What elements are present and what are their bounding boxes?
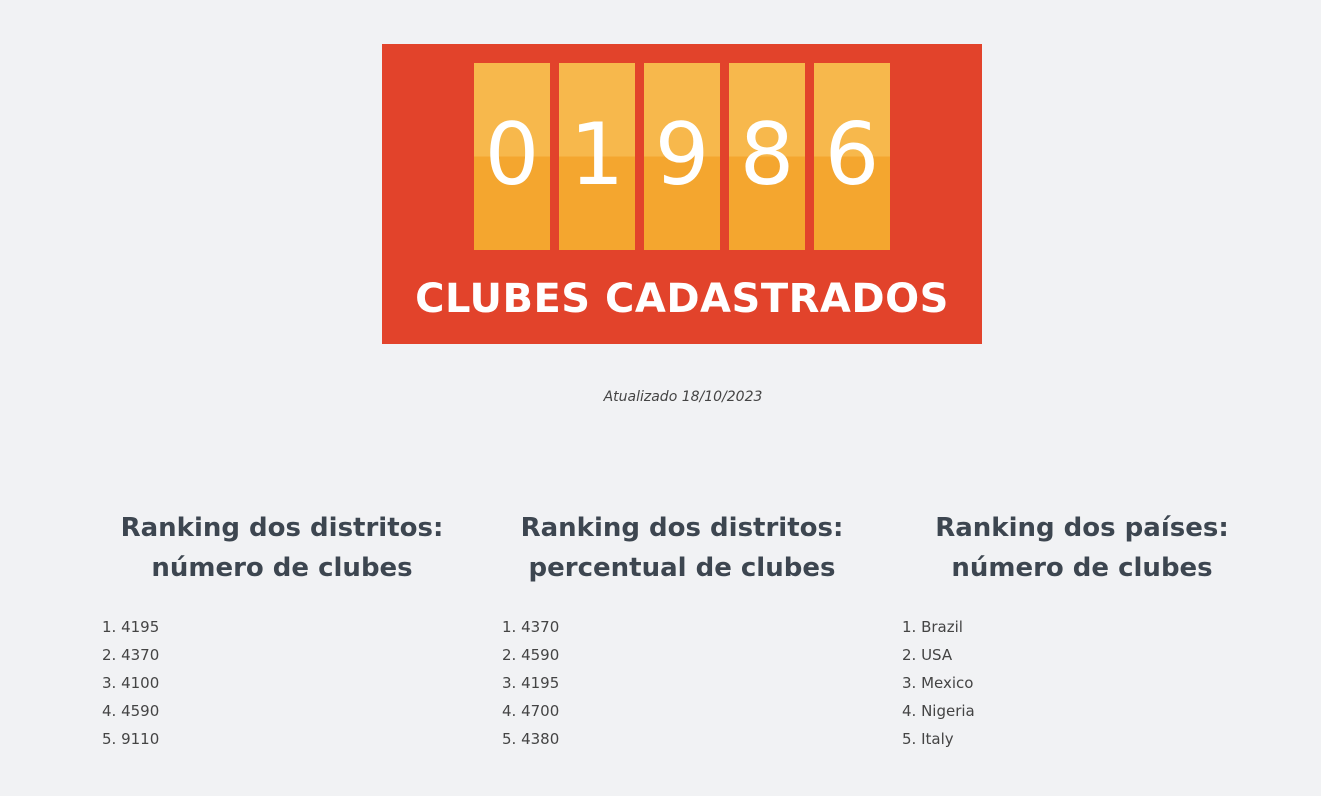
list-item: 4. 4700 (502, 702, 560, 720)
ranking-title: Ranking dos distritos: número de clubes (82, 508, 482, 588)
ranking-list: 1. 4195 2. 4370 3. 4100 4. 4590 5. 9110 (102, 613, 159, 753)
ranking-list: 1. Brazil 2. USA 3. Mexico 4. Nigeria 5.… (902, 613, 975, 753)
clubs-counter-banner: 0 1 9 8 6 CLUBES CADASTRADOS (382, 44, 982, 344)
list-item: 1. 4195 (102, 618, 160, 636)
digit-text: 9 (654, 105, 710, 205)
digit-text: 8 (739, 105, 795, 205)
updated-date: Atualizado 18/10/2023 (603, 389, 763, 405)
title-line: percentual de clubes (528, 553, 836, 583)
ranking-list: 1. 4370 2. 4590 3. 4195 4. 4700 5. 4380 (502, 613, 559, 753)
digit-text: 6 (824, 105, 880, 205)
list-item: 3. Mexico (902, 674, 974, 692)
banner-label: CLUBES CADASTRADOS (415, 276, 949, 322)
list-item: 1. 4370 (502, 618, 560, 636)
list-item: 3. 4100 (102, 674, 160, 692)
list-item: 5. 9110 (102, 730, 160, 748)
title-line: Ranking dos distritos: (120, 513, 444, 543)
list-item: 4. 4590 (102, 702, 160, 720)
ranking-title: Ranking dos distritos: percentual de club… (482, 508, 882, 588)
counter-digit: 6 (814, 63, 890, 250)
counter-digit: 1 (559, 63, 635, 250)
list-item: 4. Nigeria (902, 702, 975, 720)
digit-text: 1 (569, 105, 625, 205)
title-line: número de clubes (151, 553, 413, 583)
ranking-countries-count: Ranking dos países: número de clubes 1. B… (882, 508, 1282, 748)
ranking-districts-count: Ranking dos distritos: número de clubes 1… (82, 508, 482, 748)
counter-digit: 9 (644, 63, 720, 250)
title-line: Ranking dos distritos: (520, 513, 844, 543)
title-line: número de clubes (951, 553, 1213, 583)
ranking-title: Ranking dos países: número de clubes (882, 508, 1282, 588)
list-item: 3. 4195 (502, 674, 560, 692)
list-item: 5. Italy (902, 730, 954, 748)
counter-digit: 0 (474, 63, 550, 250)
list-item: 2. 4370 (102, 646, 160, 664)
list-item: 2. 4590 (502, 646, 560, 664)
list-item: 5. 4380 (502, 730, 560, 748)
counter-digit: 8 (729, 63, 805, 250)
title-line: Ranking dos países: (935, 513, 1229, 543)
list-item: 1. Brazil (902, 618, 963, 636)
list-item: 2. USA (902, 646, 953, 664)
ranking-districts-percent: Ranking dos distritos: percentual de club… (482, 508, 882, 748)
digit-text: 0 (484, 105, 540, 205)
